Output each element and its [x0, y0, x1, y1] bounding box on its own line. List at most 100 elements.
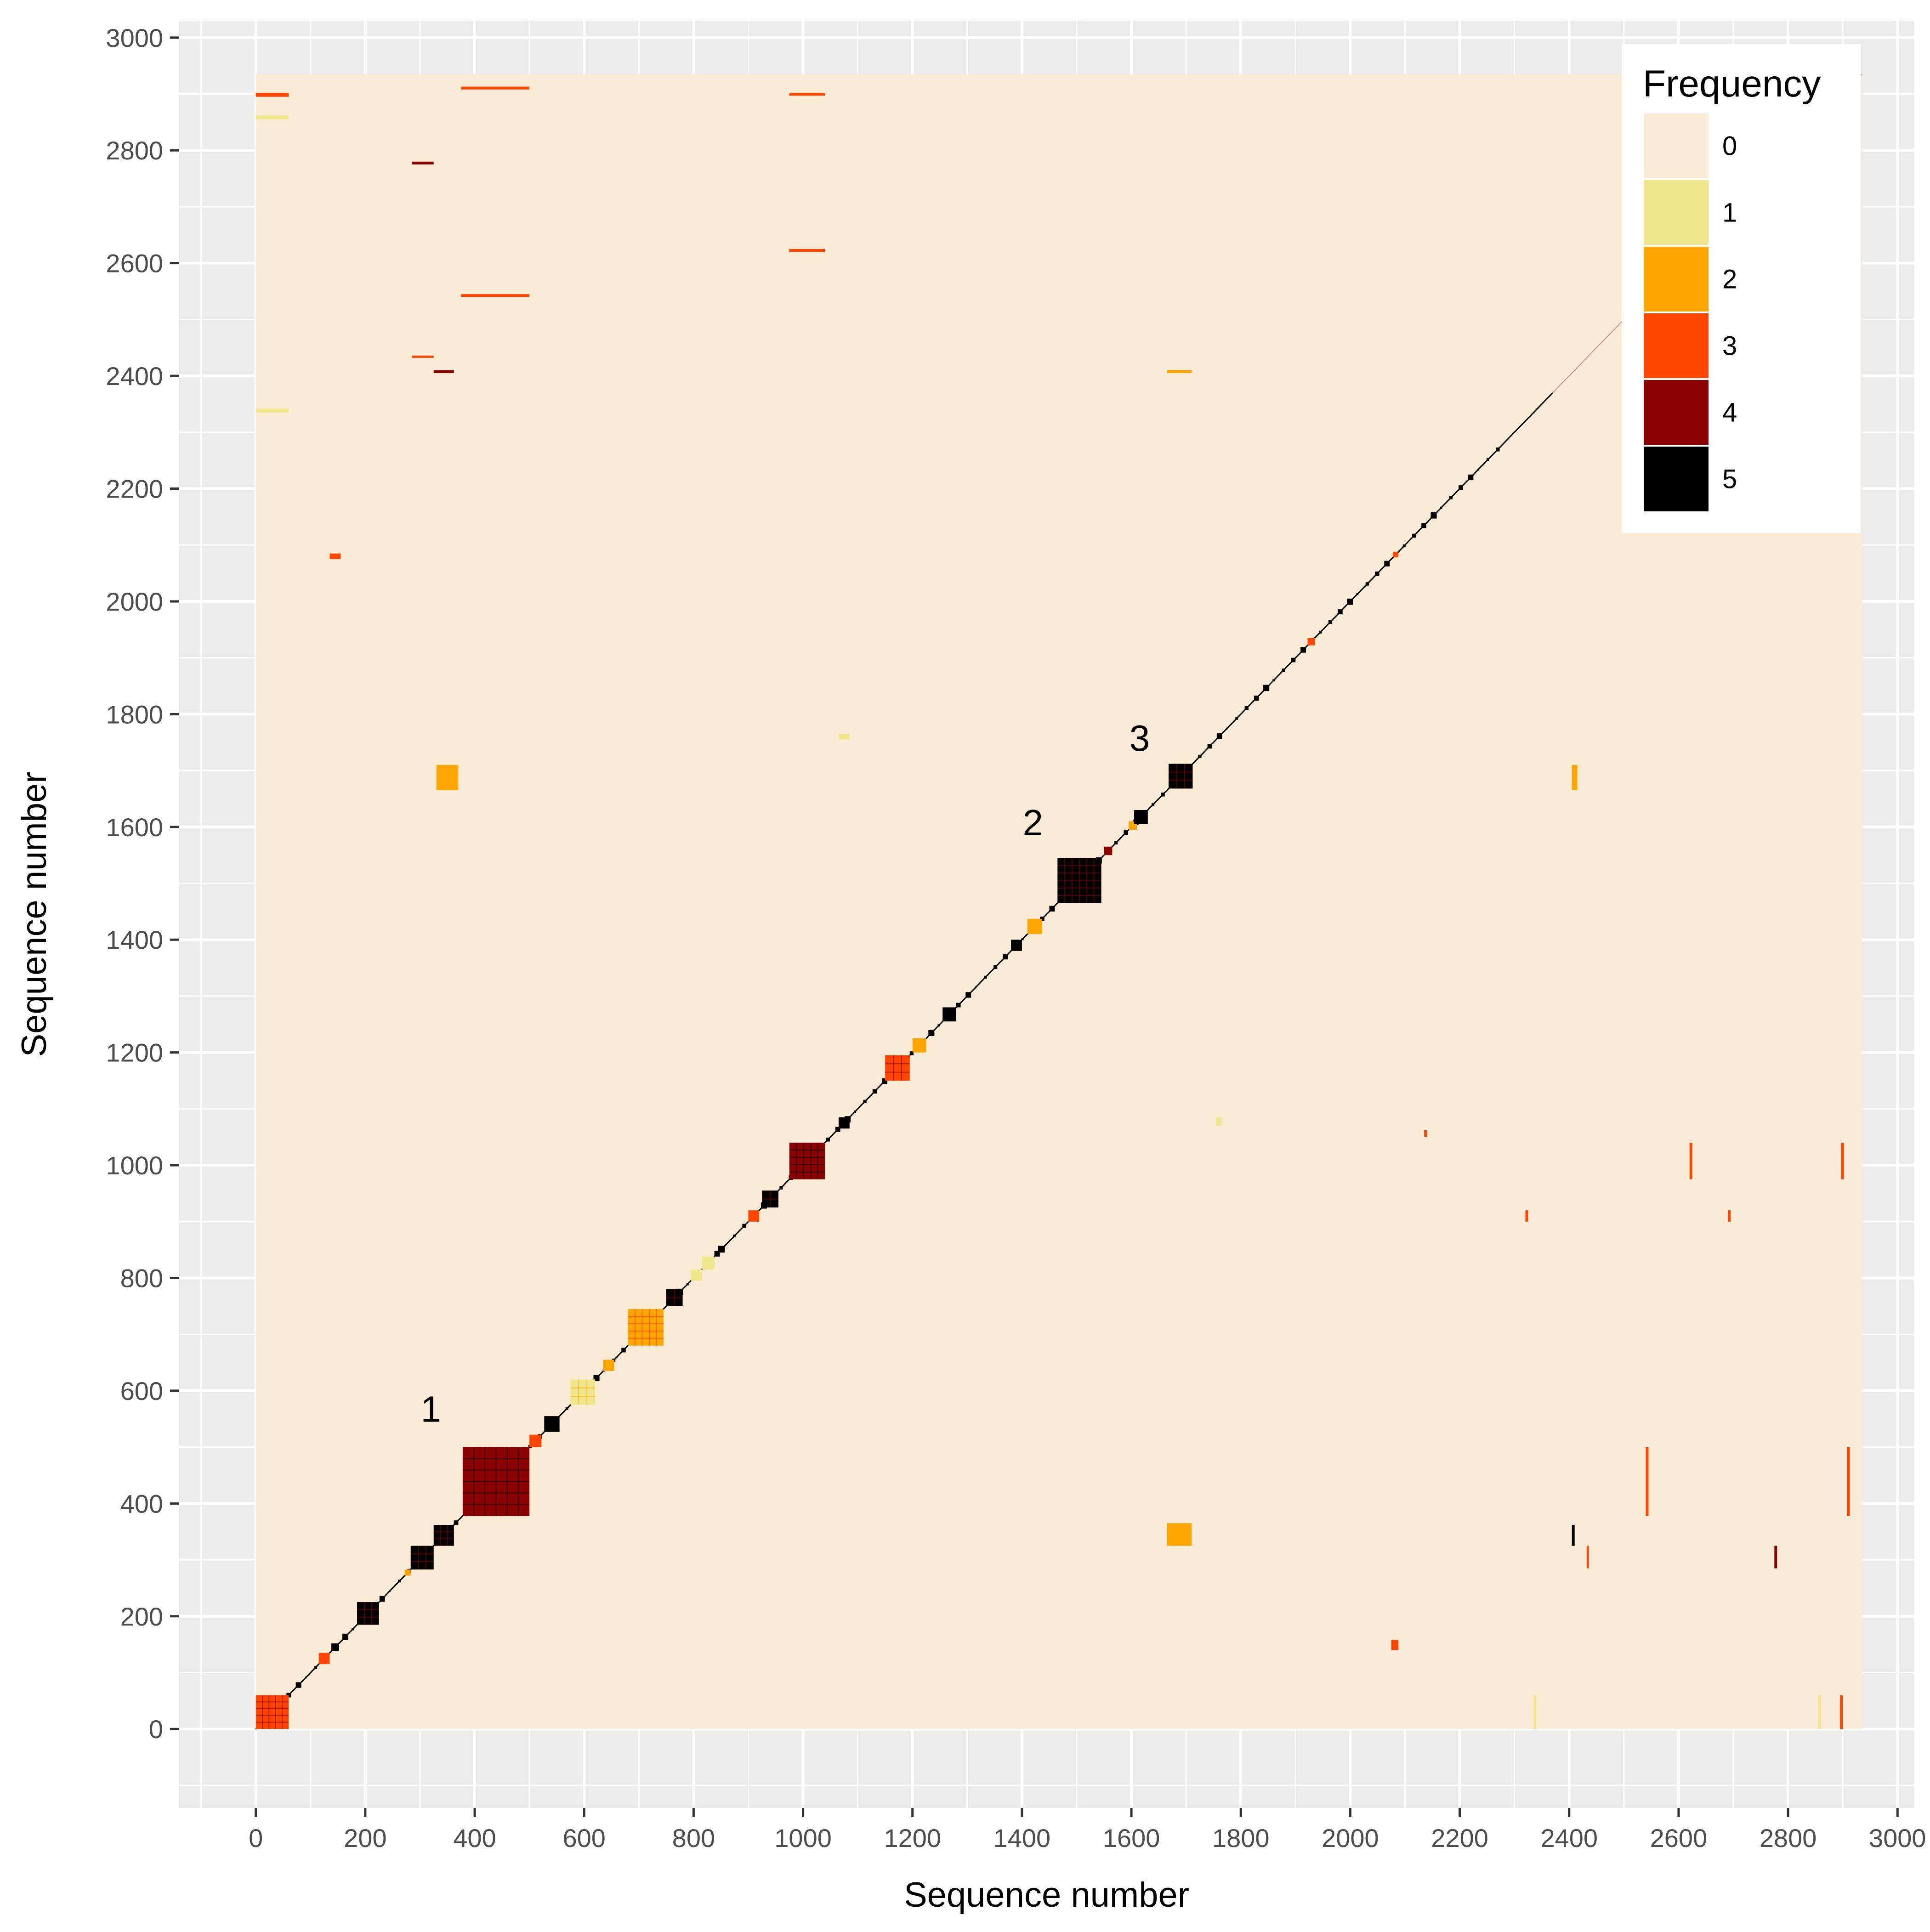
legend-label-3: 3 — [1722, 331, 1737, 361]
x-tick-label: 2800 — [1760, 1824, 1817, 1853]
diagonal-block — [789, 1142, 825, 1179]
y-tick-label: 2000 — [106, 587, 163, 616]
y-tick-label: 800 — [120, 1263, 163, 1292]
off-diagonal-cell — [436, 765, 459, 791]
off-diagonal-cell — [1533, 1695, 1537, 1729]
off-diagonal-cell — [461, 294, 530, 297]
diagonal-block — [529, 1434, 542, 1447]
diagonal-dot — [984, 975, 987, 979]
diagonal-block — [410, 1546, 434, 1569]
diagonal-dot — [1282, 668, 1285, 672]
off-diagonal-cell — [1167, 1523, 1192, 1546]
diagonal-block — [331, 1643, 339, 1651]
diagonal-dot — [621, 1348, 626, 1353]
diagonal-dot — [733, 1235, 736, 1238]
x-tick-label: 3000 — [1869, 1824, 1926, 1853]
diagonal-dot — [1114, 841, 1118, 844]
y-tick-label: 2200 — [106, 475, 163, 504]
annotations: 1 2 3 — [421, 718, 1150, 1429]
legend-label-4: 4 — [1722, 398, 1737, 428]
diagonal-block — [1169, 764, 1193, 789]
y-tick-label: 600 — [120, 1377, 163, 1405]
diagonal-dot — [854, 1110, 857, 1113]
diagonal-dot — [1049, 906, 1055, 912]
y-tick-label: 1000 — [106, 1151, 163, 1180]
x-tick-label: 1800 — [1212, 1824, 1270, 1853]
diagonal-block — [702, 1256, 715, 1270]
off-diagonal-cell — [838, 734, 850, 740]
diagonal-dot — [909, 1051, 914, 1055]
off-diagonal-cell — [1728, 1210, 1731, 1222]
diagonal-block — [691, 1269, 702, 1281]
y-tick-label: 200 — [120, 1602, 163, 1631]
off-diagonal-cell — [1525, 1210, 1528, 1222]
diagonal-dot — [1216, 733, 1222, 739]
y-tick-label: 1800 — [106, 700, 163, 729]
diagonal-dot — [1244, 706, 1249, 710]
diagonal-dot — [1272, 679, 1275, 682]
annotation-label: 2 — [1022, 802, 1043, 843]
y-tick-label: 1600 — [106, 813, 163, 842]
diagonal-block — [433, 1524, 454, 1546]
diagonal-dot — [993, 965, 998, 969]
off-diagonal-cell — [1840, 1695, 1843, 1729]
diagonal-dot — [1430, 512, 1437, 519]
diagonal-dot — [1263, 685, 1270, 691]
diagonal-block — [912, 1038, 926, 1053]
diagonal-block — [838, 1117, 850, 1129]
diagonal-dot — [928, 1030, 935, 1037]
diagonal-dot — [863, 1099, 867, 1104]
x-tick-label: 2600 — [1650, 1824, 1708, 1853]
diagonal-dot — [1161, 792, 1165, 797]
off-diagonal-cell — [255, 115, 289, 119]
legend-label-5: 5 — [1722, 465, 1737, 494]
diagonal-dot — [352, 1628, 354, 1631]
off-diagonal-cell — [1586, 1546, 1589, 1569]
diagonal-dot — [975, 986, 977, 988]
diagonal-block — [544, 1416, 560, 1432]
diagonal-dot — [1384, 561, 1390, 567]
diagonal-block — [255, 1695, 289, 1729]
diagonal-block — [942, 1007, 957, 1022]
diagonal-dot — [1356, 593, 1359, 595]
off-diagonal-cell — [412, 355, 434, 358]
diagonal-dot — [1347, 598, 1353, 605]
diagonal-dot — [826, 1137, 830, 1142]
legend-key-3 — [1642, 312, 1710, 380]
legend-label-1: 1 — [1722, 198, 1737, 228]
diagonal-block — [1011, 940, 1022, 951]
off-diagonal-cell — [433, 370, 454, 373]
diagonal-dot — [686, 1283, 689, 1286]
diagonal-dot — [1152, 803, 1155, 806]
diagonal-dot — [1207, 744, 1212, 749]
diagonal-block — [885, 1055, 910, 1081]
x-tick-label: 800 — [672, 1824, 715, 1853]
off-diagonal-cell — [789, 249, 825, 252]
diagonal-block — [1027, 918, 1042, 934]
x-axis: 0 200 400 600 800 1000 1200 1400 1600 1800 2000 220… — [249, 1808, 1926, 1853]
x-tick-label: 0 — [249, 1824, 263, 1853]
x-tick-label: 200 — [344, 1824, 386, 1853]
diagonal-block — [628, 1309, 664, 1346]
diagonal-dot — [342, 1633, 348, 1640]
off-diagonal-cell — [1167, 370, 1192, 373]
diagonal-dot — [835, 1127, 840, 1132]
off-diagonal-cell — [255, 408, 289, 413]
diagonal-dot — [1496, 447, 1500, 452]
diagonal-block — [1134, 810, 1148, 824]
x-tick-label: 1400 — [993, 1824, 1051, 1853]
x-tick-label: 2400 — [1540, 1824, 1598, 1853]
annotation-label: 1 — [421, 1388, 442, 1429]
diagonal-dot — [937, 1024, 940, 1027]
diagonal-dot — [742, 1224, 746, 1228]
diagonal-dot — [314, 1666, 318, 1669]
diagonal-dot — [1468, 474, 1474, 481]
legend-key-4 — [1642, 378, 1710, 447]
off-diagonal-cell — [1572, 765, 1578, 791]
off-diagonal-cell — [1818, 1695, 1821, 1729]
diagonal-dot — [1440, 506, 1442, 509]
diagonal-block — [748, 1210, 760, 1222]
legend-key-2 — [1642, 245, 1710, 313]
diagonal-dot — [956, 1003, 961, 1008]
diagonal-dot — [1021, 938, 1024, 941]
